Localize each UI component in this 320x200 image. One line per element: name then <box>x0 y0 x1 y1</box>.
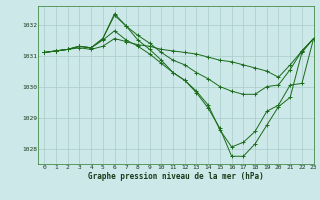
X-axis label: Graphe pression niveau de la mer (hPa): Graphe pression niveau de la mer (hPa) <box>88 172 264 181</box>
